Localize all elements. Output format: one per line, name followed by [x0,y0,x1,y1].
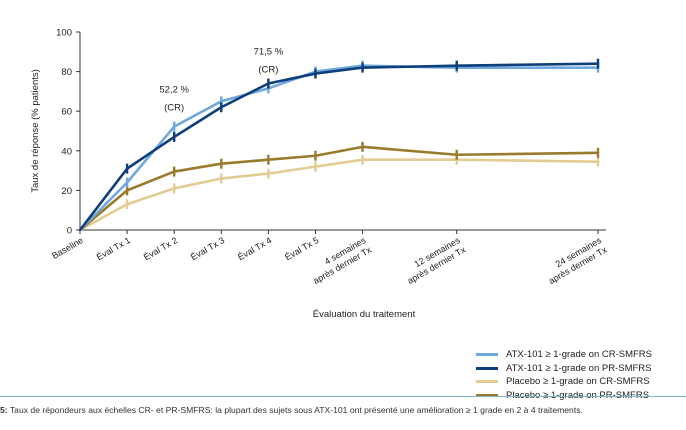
x-tick-label: Éval Tx 3 [189,235,226,262]
x-tick-label-line: Baseline [50,235,85,261]
legend-swatch-atx-cr [476,353,498,357]
caption-divider [0,396,686,397]
annotation-sub: (CR) [164,103,184,114]
x-axis-label: Évaluation du traitement [313,309,416,320]
caption-text: Taux de répondeurs aux échelles CR- et P… [7,405,583,415]
legend-item-atx-cr: ATX-101 ≥ 1-grade on CR-SMFRS [476,348,652,362]
series-line-1 [78,62,600,232]
legend-item-placebo-cr: Placebo ≥ 1-grade on CR-SMFRS [476,375,652,389]
x-tick-label: 24 semainesaprès dernier Tx [541,235,609,286]
legend-swatch-atx-pr [476,366,498,370]
y-tick-label: 20 [61,186,72,197]
figure-caption: 5: Taux de répondeurs aux échelles CR- e… [0,405,686,415]
x-tick-label: 12 semainesaprès dernier Tx [400,235,468,286]
x-tick-label-line: Éval Tx 2 [142,235,179,262]
x-tick-label-line: Éval Tx 3 [189,235,226,262]
chart-legend: ATX-101 ≥ 1-grade on CR-SMFRS ATX-101 ≥ … [476,348,652,402]
x-tick-label: Éval Tx 4 [236,235,273,262]
legend-item-atx-pr: ATX-101 ≥ 1-grade on PR-SMFRS [476,362,652,376]
legend-item-placebo-pr: Placebo ≥ 1-grade on PR-SMFRS [476,389,652,403]
annotation-sub: (CR) [258,64,278,75]
caption-prefix: 5: [0,405,8,415]
legend-label-placebo-pr: Placebo ≥ 1-grade on PR-SMFRS [506,389,650,401]
annotation-value: 52,2 % [159,85,189,96]
x-tick-label: Baseline [50,235,85,261]
x-tick-label-line: Éval Tx 5 [283,235,320,262]
legend-swatch-placebo-cr [476,380,498,384]
annotation-value: 71,5 % [254,46,284,57]
x-tick-label: Éval Tx 2 [142,235,179,262]
x-tick-label: Éval Tx 1 [95,235,132,262]
y-tick-label: 100 [56,28,72,39]
x-tick-label-line: Éval Tx 1 [95,235,132,262]
y-tick-label: 80 [61,67,72,78]
legend-label-placebo-cr: Placebo ≥ 1-grade on CR-SMFRS [506,376,650,387]
line-chart: 0 20 40 60 80 100 Taux de réponse (% patients)… [30,28,609,321]
legend-label-atx-pr: ATX-101 ≥ 1-grade on PR-SMFRS [506,362,652,374]
y-axis-label: Taux de réponse (% patients) [30,69,41,193]
legend-label-atx-cr: ATX-101 ≥ 1-grade on CR-SMFRS [506,349,653,360]
y-tick-label: 0 [67,226,72,237]
x-tick-label: Éval Tx 5 [283,235,320,262]
y-tick-label: 40 [61,146,72,157]
y-tick-label: 60 [61,107,72,118]
legend-swatch-placebo-pr [476,393,498,397]
series-line-2 [78,158,600,232]
x-tick-label-line: Éval Tx 4 [236,235,273,262]
